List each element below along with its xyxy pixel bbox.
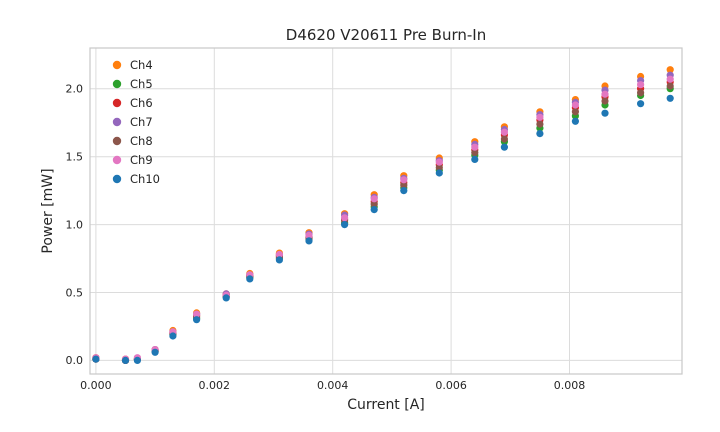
legend-label-ch9: Ch9	[130, 153, 153, 167]
legend-label-ch5: Ch5	[130, 77, 153, 91]
chart-title: D4620 V20611 Pre Burn-In	[286, 26, 486, 44]
x-tick-label: 0.004	[317, 379, 349, 392]
legend-item-ch4: Ch4	[112, 58, 153, 72]
x-tick-label: 0.002	[199, 379, 231, 392]
series-ch8	[92, 82, 674, 364]
legend-item-ch9: Ch9	[112, 153, 153, 167]
series-ch6	[92, 78, 674, 364]
legend-marker-ch4	[112, 60, 122, 70]
x-tick-label: 0.000	[80, 379, 112, 392]
y-tick-label: 2.0	[66, 83, 84, 96]
y-tick-label: 1.5	[66, 151, 84, 164]
legend-item-ch10: Ch10	[112, 172, 160, 186]
y-tick-label: 0.5	[66, 286, 84, 299]
x-tick-label: 0.006	[435, 379, 467, 392]
legend-item-ch6: Ch6	[112, 96, 153, 110]
legend-marker-ch5	[112, 79, 122, 89]
series-ch10	[92, 94, 674, 364]
legend-marker-ch10	[112, 174, 122, 184]
series-ch7	[92, 71, 674, 364]
plot-area: 0.000 0.002 0.004 0.006 0.008 0.0 0.5 1.0 1.5 2.0…	[66, 47, 683, 392]
series-ch9	[92, 75, 674, 363]
legend-marker-ch6	[112, 98, 122, 108]
x-axis-label: Current [A]	[347, 397, 425, 413]
y-axis-label: Power [mW]	[40, 168, 56, 253]
legend-label-ch8: Ch8	[130, 134, 153, 148]
legend-item-ch5: Ch5	[112, 77, 153, 91]
plot-frame	[89, 47, 683, 375]
legend-item-ch8: Ch8	[112, 134, 153, 148]
legend-marker-ch7	[112, 117, 122, 127]
series-ch4	[92, 66, 674, 363]
legend-marker-ch9	[112, 155, 122, 165]
legend-label-ch6: Ch6	[130, 96, 153, 110]
legend-item-ch7: Ch7	[112, 115, 153, 129]
y-tick-label: 0.0	[66, 354, 84, 367]
legend-label-ch7: Ch7	[130, 115, 153, 129]
legend-label-ch4: Ch4	[130, 58, 153, 72]
x-tick-label: 0.008	[554, 379, 586, 392]
legend-label-ch10: Ch10	[130, 172, 160, 186]
y-tick-label: 1.0	[66, 218, 84, 231]
legend-marker-ch8	[112, 136, 122, 146]
